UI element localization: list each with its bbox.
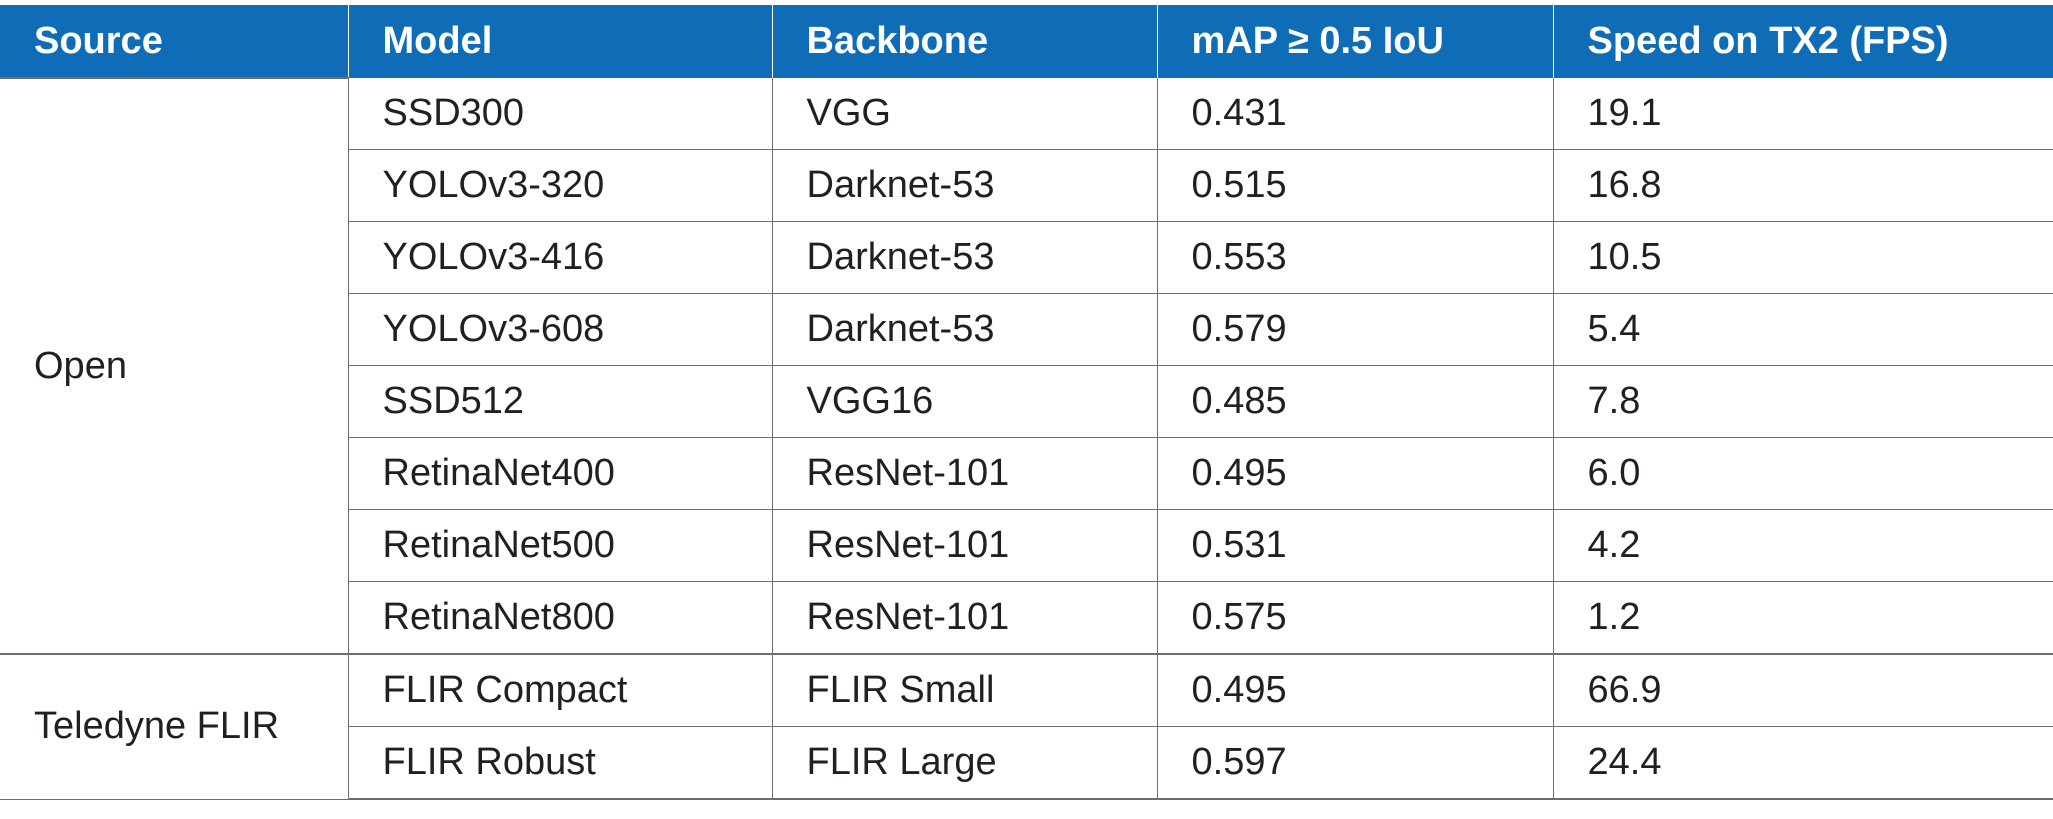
model-cell: SSD512 bbox=[347, 365, 772, 438]
source-cell-teledyne-flir: Teledyne FLIR bbox=[0, 653, 348, 800]
header-row: Source Model Backbone mAP ≥ 0.5 IoU Spee… bbox=[0, 5, 2053, 78]
map-cell: 0.597 bbox=[1156, 726, 1553, 800]
table-header: Source Model Backbone mAP ≥ 0.5 IoU Spee… bbox=[0, 5, 2053, 78]
model-cell: YOLOv3-416 bbox=[347, 221, 772, 294]
backbone-cell: ResNet-101 bbox=[771, 509, 1157, 582]
table-body: Open SSD300 VGG 0.431 19.1 YOLOv3-320 Da… bbox=[0, 77, 2053, 800]
fps-cell: 5.4 bbox=[1552, 293, 2053, 366]
table-row: YOLOv3-608 Darknet-53 0.579 5.4 bbox=[0, 293, 2053, 366]
map-cell: 0.531 bbox=[1156, 509, 1553, 582]
comparison-table-container: Source Model Backbone mAP ≥ 0.5 IoU Spee… bbox=[0, 5, 2053, 800]
table-row: Teledyne FLIR FLIR Compact FLIR Small 0.… bbox=[0, 653, 2053, 800]
header-map: mAP ≥ 0.5 IoU bbox=[1156, 5, 1553, 78]
table-row: Open SSD300 VGG 0.431 19.1 bbox=[0, 77, 2053, 655]
fps-cell: 16.8 bbox=[1552, 149, 2053, 222]
model-cell: YOLOv3-608 bbox=[347, 293, 772, 366]
map-cell: 0.495 bbox=[1156, 437, 1553, 510]
backbone-cell: Darknet-53 bbox=[771, 293, 1157, 366]
fps-cell: 1.2 bbox=[1552, 581, 2053, 655]
model-cell: RetinaNet500 bbox=[347, 509, 772, 582]
backbone-cell: VGG16 bbox=[771, 365, 1157, 438]
backbone-cell: ResNet-101 bbox=[771, 581, 1157, 655]
map-cell: 0.495 bbox=[1156, 654, 1553, 727]
fps-cell: 66.9 bbox=[1552, 654, 2053, 727]
backbone-cell: ResNet-101 bbox=[771, 437, 1157, 510]
source-cell-open: Open bbox=[0, 77, 348, 655]
model-cell: RetinaNet400 bbox=[347, 437, 772, 510]
fps-cell: 6.0 bbox=[1552, 437, 2053, 510]
model-comparison-table: Source Model Backbone mAP ≥ 0.5 IoU Spee… bbox=[0, 5, 2053, 800]
model-cell: YOLOv3-320 bbox=[347, 149, 772, 222]
fps-cell: 19.1 bbox=[1552, 78, 2053, 150]
map-cell: 0.553 bbox=[1156, 221, 1553, 294]
header-model: Model bbox=[347, 5, 772, 78]
map-cell: 0.431 bbox=[1156, 78, 1553, 150]
fps-cell: 10.5 bbox=[1552, 221, 2053, 294]
map-cell: 0.575 bbox=[1156, 581, 1553, 655]
header-backbone: Backbone bbox=[771, 5, 1157, 78]
table-row: RetinaNet800 ResNet-101 0.575 1.2 bbox=[0, 581, 2053, 655]
table-row: YOLOv3-320 Darknet-53 0.515 16.8 bbox=[0, 149, 2053, 222]
table-row: YOLOv3-416 Darknet-53 0.553 10.5 bbox=[0, 221, 2053, 294]
table-row: RetinaNet400 ResNet-101 0.495 6.0 bbox=[0, 437, 2053, 510]
header-source: Source bbox=[0, 5, 348, 78]
table-row: FLIR Robust FLIR Large 0.597 24.4 bbox=[0, 726, 2053, 800]
model-cell: FLIR Robust bbox=[347, 726, 772, 800]
map-cell: 0.579 bbox=[1156, 293, 1553, 366]
fps-cell: 4.2 bbox=[1552, 509, 2053, 582]
backbone-cell: Darknet-53 bbox=[771, 221, 1157, 294]
fps-cell: 7.8 bbox=[1552, 365, 2053, 438]
model-cell: RetinaNet800 bbox=[347, 581, 772, 655]
header-speed: Speed on TX2 (FPS) bbox=[1552, 5, 2053, 78]
fps-cell: 24.4 bbox=[1552, 726, 2053, 800]
model-cell: SSD300 bbox=[347, 78, 772, 150]
table-row: RetinaNet500 ResNet-101 0.531 4.2 bbox=[0, 509, 2053, 582]
map-cell: 0.515 bbox=[1156, 149, 1553, 222]
backbone-cell: VGG bbox=[771, 78, 1157, 150]
backbone-cell: FLIR Large bbox=[771, 726, 1157, 800]
map-cell: 0.485 bbox=[1156, 365, 1553, 438]
backbone-cell: FLIR Small bbox=[771, 654, 1157, 727]
model-cell: FLIR Compact bbox=[347, 654, 772, 727]
backbone-cell: Darknet-53 bbox=[771, 149, 1157, 222]
table-row: SSD512 VGG16 0.485 7.8 bbox=[0, 365, 2053, 438]
